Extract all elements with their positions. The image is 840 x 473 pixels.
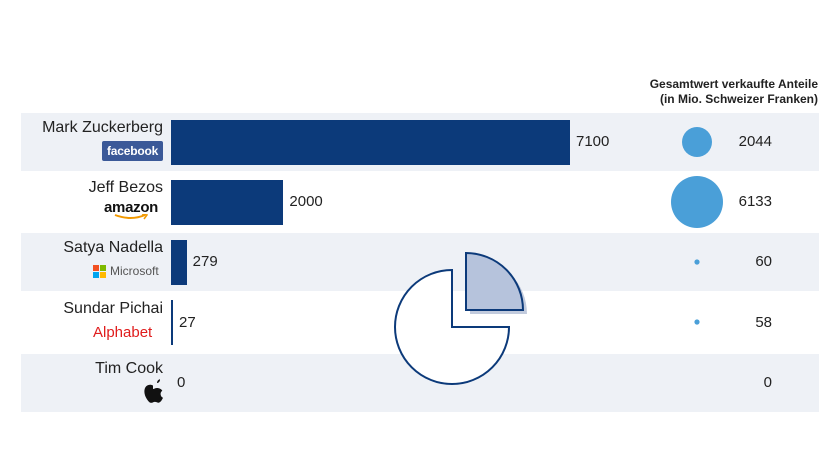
- bubble-legend-title: Gesamtwert verkaufte Anteile (in Mio. Sc…: [600, 77, 818, 107]
- microsoft-logo: Microsoft: [93, 264, 159, 278]
- microsoft-icon: [93, 264, 106, 278]
- bubble: [682, 127, 712, 157]
- bubble-value-label: 6133: [738, 193, 772, 210]
- bubble: [694, 319, 700, 325]
- bubble-value-label: 58: [755, 314, 772, 331]
- bar-value-label: 279: [192, 253, 218, 270]
- legend-line-2: (in Mio. Schweizer Franken): [659, 92, 818, 106]
- legend-line-1: Gesamtwert verkaufte Anteile: [649, 77, 818, 91]
- bubble-value-label: 60: [755, 253, 772, 270]
- alphabet-logo: Alphabet: [93, 324, 153, 341]
- bar: [171, 300, 173, 345]
- bar: [171, 240, 187, 285]
- bar: [171, 120, 570, 165]
- bar-value-label: 7100: [576, 133, 610, 150]
- microsoft-wordmark: Microsoft: [110, 264, 159, 278]
- row-name: Tim Cook: [95, 360, 163, 377]
- bar-value-label: 27: [179, 314, 196, 331]
- apple-icon: [144, 379, 163, 403]
- bubble-value-label: 0: [763, 374, 772, 391]
- bubble: [694, 259, 700, 265]
- row-name: Satya Nadella: [63, 239, 163, 256]
- amazon-logo: amazon: [104, 199, 164, 221]
- bar: [171, 180, 284, 225]
- row-name: Jeff Bezos: [88, 179, 163, 196]
- bar-value-label: 2000: [289, 193, 323, 210]
- amazon-smile-icon: [114, 214, 148, 220]
- bubble-value-label: 2044: [738, 133, 772, 150]
- bubble: [671, 176, 723, 228]
- bar-value-label: 0: [177, 374, 186, 391]
- row-name: Sundar Pichai: [63, 300, 163, 317]
- row-name: Mark Zuckerberg: [42, 119, 163, 136]
- facebook-logo: facebook: [102, 141, 164, 161]
- amazon-wordmark: amazon: [104, 199, 159, 216]
